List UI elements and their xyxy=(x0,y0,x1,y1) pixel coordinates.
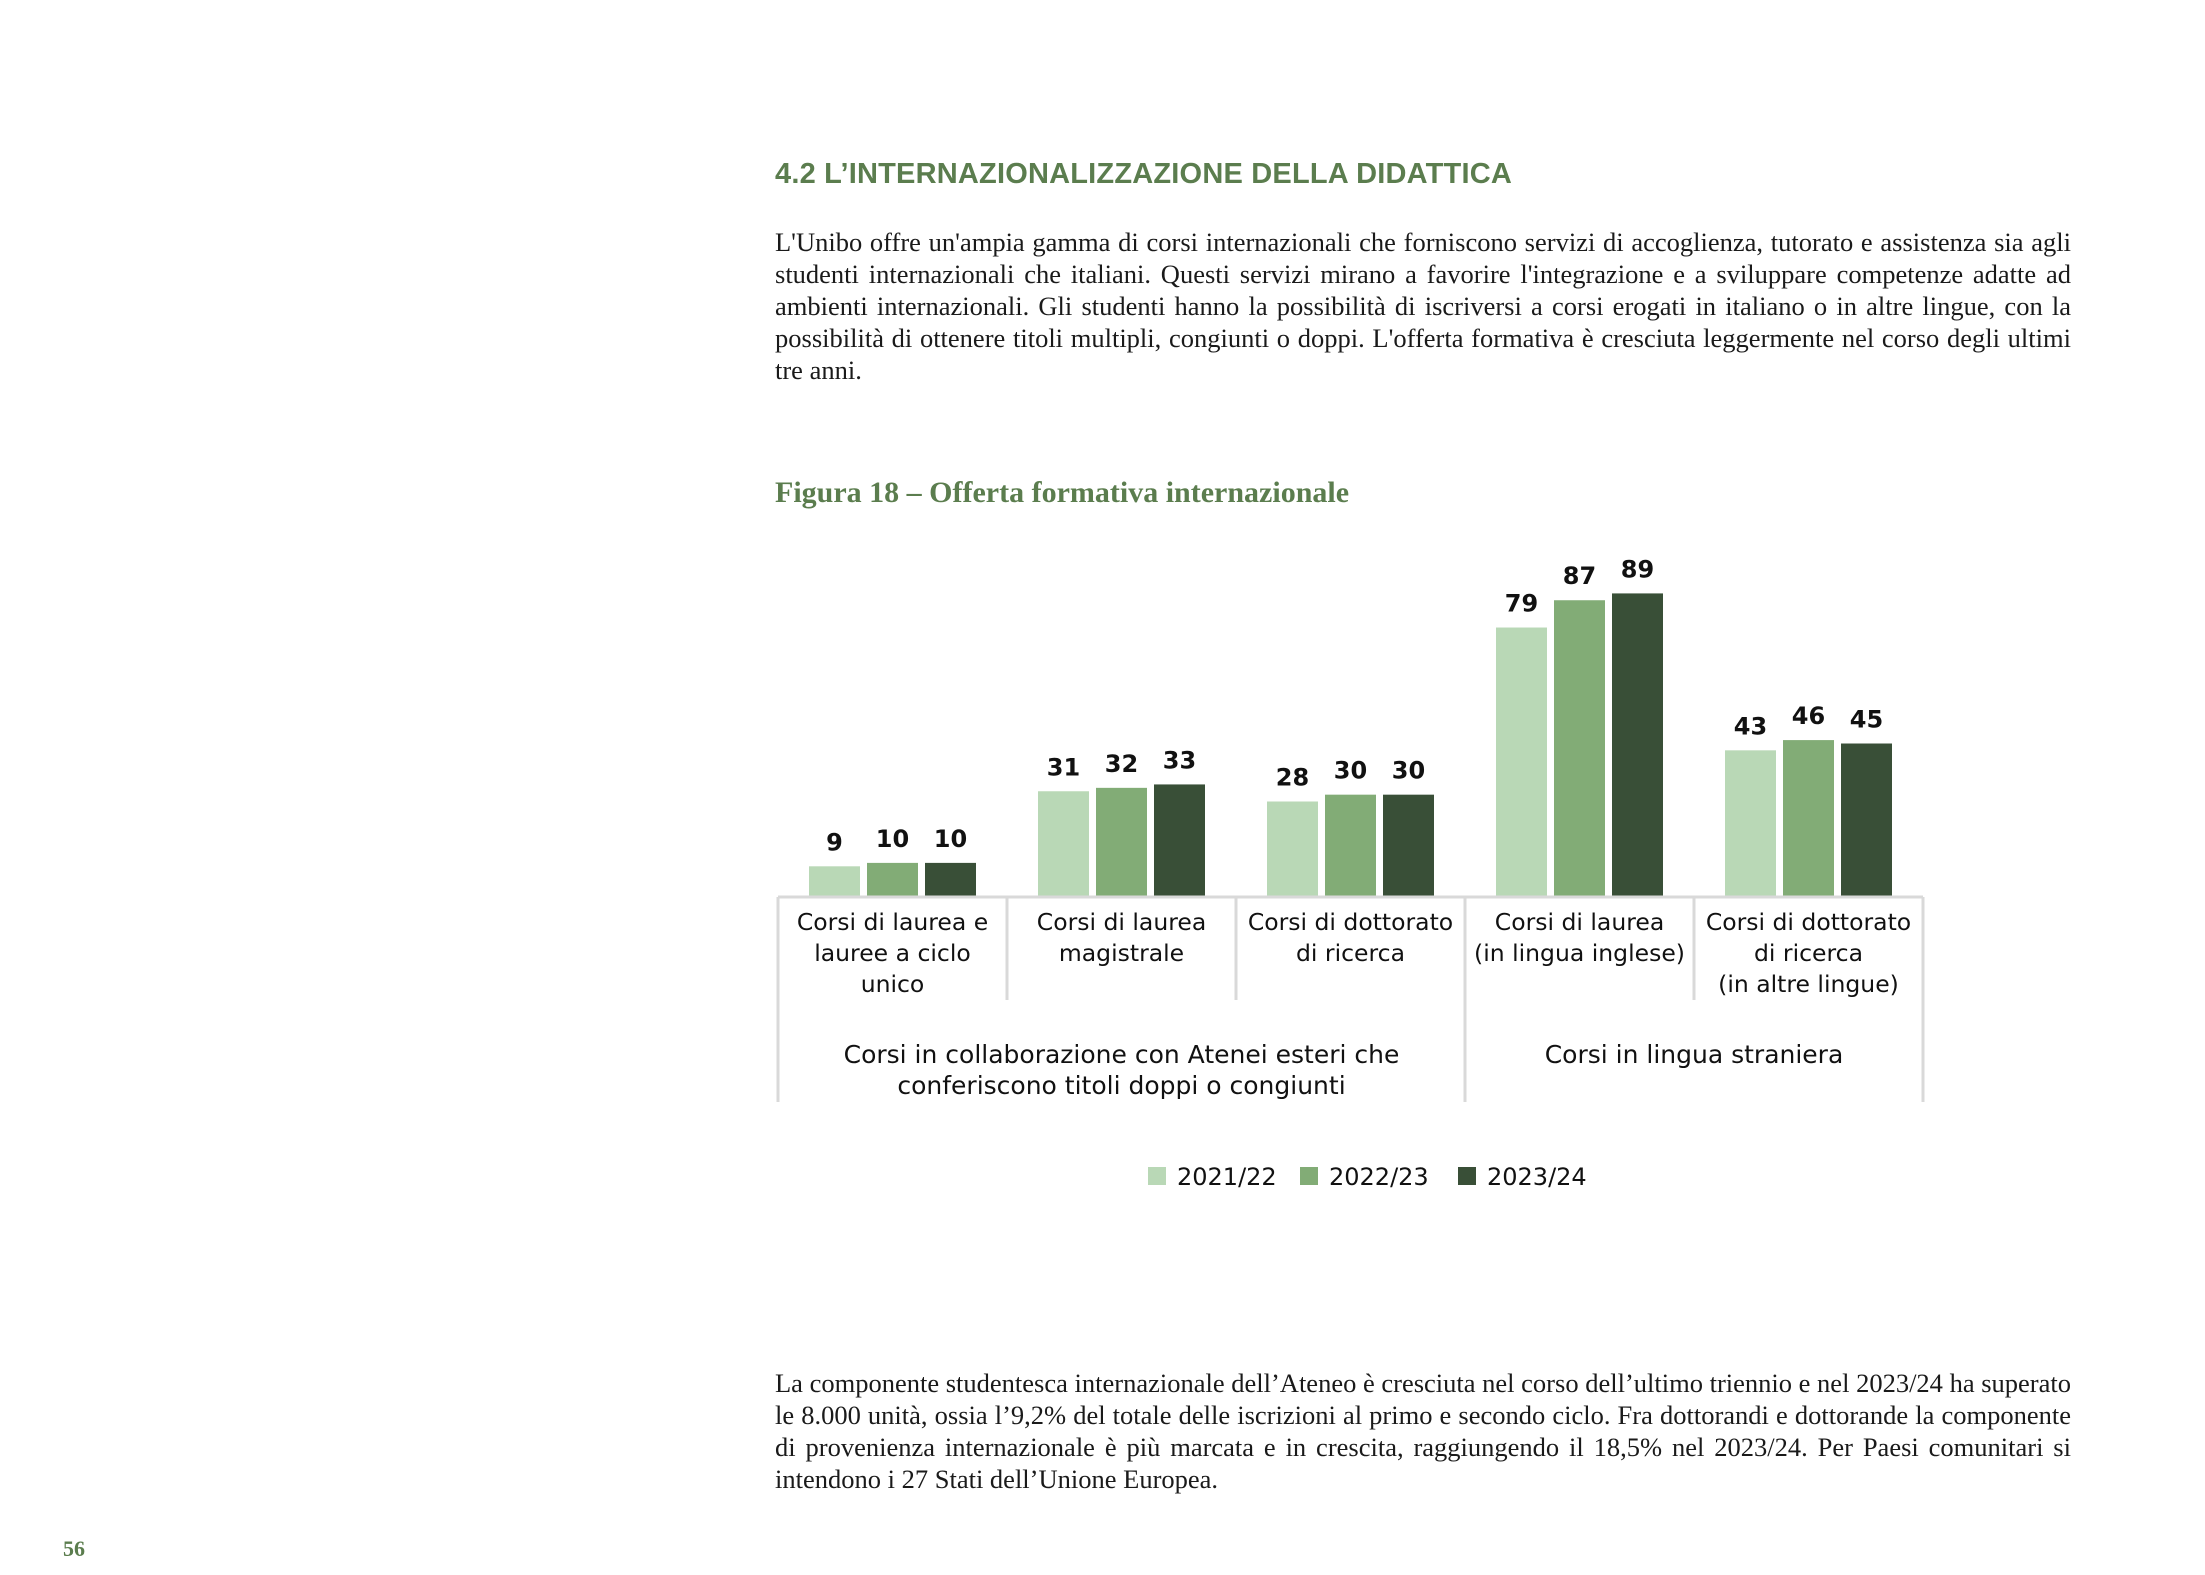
bar xyxy=(925,862,976,897)
section-title: 4.2 L’INTERNAZIONALIZZAZIONE DELLA DIDAT… xyxy=(775,158,1513,190)
category-label: Corsi di dottorato di ricerca xyxy=(1248,908,1453,967)
data-label: 89 xyxy=(1621,555,1654,583)
bar xyxy=(1554,600,1605,897)
data-label: 10 xyxy=(934,825,967,853)
bar xyxy=(809,866,860,897)
bar xyxy=(1383,794,1434,897)
bar xyxy=(1496,627,1547,897)
bar xyxy=(1038,791,1089,897)
figure-title: Figura 18 – Offerta formativa internazio… xyxy=(775,476,1350,509)
bar xyxy=(1783,740,1834,897)
group-label: Corsi in lingua straniera xyxy=(1545,1040,1844,1069)
data-label: 79 xyxy=(1505,590,1538,618)
data-label: 32 xyxy=(1105,750,1138,778)
intro-paragraph: L'Unibo offre un'ampia gamma di corsi in… xyxy=(775,227,2071,385)
data-label: 10 xyxy=(876,825,909,853)
bar xyxy=(867,862,918,897)
data-label: 45 xyxy=(1850,706,1883,734)
data-label: 31 xyxy=(1047,753,1080,781)
data-label: 46 xyxy=(1792,702,1825,730)
legend-swatch xyxy=(1148,1167,1166,1185)
data-label: 30 xyxy=(1334,757,1367,785)
category-label: Corsi di dottorato di ricerca (in altre li… xyxy=(1706,908,1911,998)
legend-label: 2022/23 xyxy=(1329,1163,1429,1191)
legend-label: 2023/24 xyxy=(1487,1163,1587,1191)
data-label: 9 xyxy=(826,828,843,856)
category-label: Corsi di laurea (in lingua inglese) xyxy=(1474,908,1685,967)
bar xyxy=(1841,743,1892,897)
closing-paragraph: La componente studentesca internazionale… xyxy=(775,1368,2071,1494)
bar xyxy=(1154,784,1205,897)
legend-label: 2021/22 xyxy=(1177,1163,1277,1191)
data-label: 87 xyxy=(1563,562,1596,590)
group-label: Corsi in collaborazione con Atenei ester… xyxy=(844,1040,1400,1100)
legend-swatch xyxy=(1458,1167,1476,1185)
bar xyxy=(1325,794,1376,897)
bar xyxy=(1612,593,1663,897)
legend-swatch xyxy=(1300,1167,1318,1185)
bar xyxy=(1096,787,1147,897)
bar xyxy=(1267,801,1318,897)
bar xyxy=(1725,750,1776,897)
data-label: 28 xyxy=(1276,763,1309,791)
data-label: 43 xyxy=(1734,712,1767,740)
category-label: Corsi di laurea magistrale xyxy=(1037,908,1206,967)
data-label: 30 xyxy=(1392,757,1425,785)
category-label: Corsi di laurea e lauree a ciclo unico xyxy=(797,908,988,998)
page-number: 56 xyxy=(63,1536,85,1561)
data-label: 33 xyxy=(1163,746,1196,774)
